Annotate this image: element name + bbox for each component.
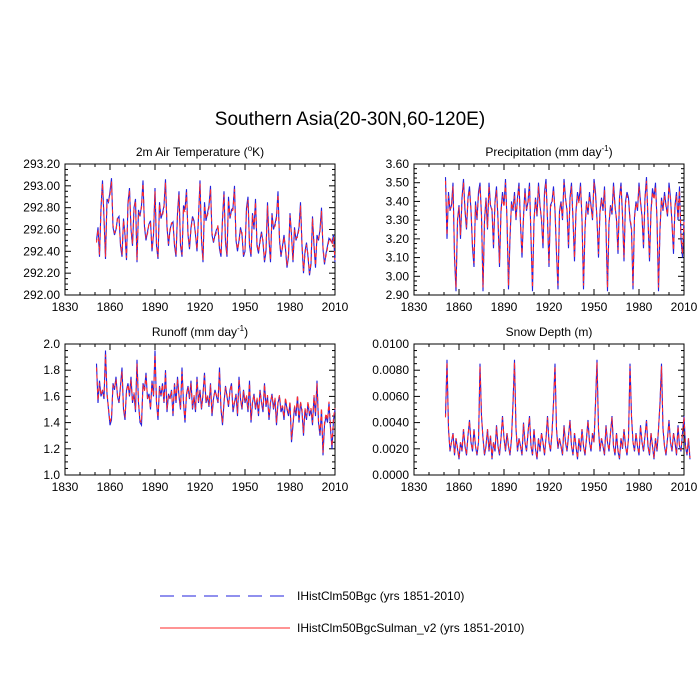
x-tick-label: 1890 — [142, 480, 169, 494]
x-tick-label: 1950 — [581, 300, 608, 314]
series-line-ihistclm50bgcsulman-v2 — [95, 354, 336, 453]
y-tick-label: 2.90 — [386, 288, 410, 302]
panel-title: Snow Depth (m) — [506, 325, 593, 339]
y-tick-label: 2.0 — [43, 337, 60, 351]
series-line-ihistclm50bgcsulman-v2 — [444, 362, 691, 459]
x-tick-label: 1890 — [142, 300, 169, 314]
x-tick-label: 1830 — [401, 300, 428, 314]
x-tick-label: 1890 — [491, 300, 518, 314]
x-tick-label: 2010 — [671, 480, 698, 494]
y-tick-label: 292.20 — [23, 266, 60, 280]
y-tick-label: 3.40 — [386, 194, 410, 208]
series-line-ihistclm50bgc — [95, 178, 336, 276]
y-tick-label: 3.60 — [386, 157, 410, 171]
y-tick-label: 292.60 — [23, 223, 60, 237]
y-tick-label: 293.00 — [23, 179, 60, 193]
x-tick-label: 2010 — [671, 300, 698, 314]
y-tick-label: 0.0020 — [372, 442, 409, 456]
y-tick-label: 3.00 — [386, 269, 410, 283]
x-tick-label: 1860 — [446, 300, 473, 314]
y-tick-label: 1.4 — [43, 416, 60, 430]
x-tick-label: 1920 — [536, 300, 563, 314]
y-tick-label: 3.50 — [386, 176, 410, 190]
figure-title: Southern Asia(20-30N,60-120E) — [214, 109, 486, 130]
y-tick-label: 0.0060 — [372, 389, 409, 403]
y-tick-label: 0.0080 — [372, 363, 409, 377]
panel-4: Snow Depth (m) 1830 1860 1890 1920 1950 1980 20… — [372, 325, 697, 494]
y-tick-label: 1.2 — [43, 442, 60, 456]
x-tick-label: 1860 — [446, 480, 473, 494]
x-tick-label: 1830 — [52, 480, 79, 494]
x-tick-label: 1980 — [626, 300, 653, 314]
panel-1: 2m Air Temperature (oK) 1830 1860 1890 1920 1… — [23, 144, 348, 314]
y-tick-label: 292.00 — [23, 288, 60, 302]
y-tick-label: 1.6 — [43, 389, 60, 403]
legend-label-red: IHistClm50BgcSulman_v2 (yrs 1851-2010) — [297, 621, 525, 635]
legend-label-blue: IHistClm50Bgc (yrs 1851-2010) — [297, 589, 465, 603]
series-line-ihistclm50bgcsulman-v2 — [95, 181, 336, 274]
y-tick-label: 0.0040 — [372, 416, 409, 430]
y-tick-label: 292.80 — [23, 201, 60, 215]
y-tick-label: 1.8 — [43, 363, 60, 377]
x-tick-label: 1830 — [401, 480, 428, 494]
x-tick-label: 1920 — [187, 480, 214, 494]
series-line-ihistclm50bgc — [95, 350, 336, 456]
x-tick-label: 1950 — [232, 300, 259, 314]
y-tick-label: 3.10 — [386, 251, 410, 265]
x-tick-label: 1950 — [581, 480, 608, 494]
y-tick-label: 0.0000 — [372, 468, 409, 482]
y-tick-label: 293.20 — [23, 157, 60, 171]
x-tick-label: 2010 — [322, 300, 349, 314]
x-tick-label: 1890 — [491, 480, 518, 494]
x-tick-label: 1920 — [536, 480, 563, 494]
y-tick-label: 292.40 — [23, 244, 60, 258]
panel-3: Runoff (mm day-1) 1830 1860 1890 1920 1950 198… — [43, 324, 348, 494]
y-tick-label: 3.30 — [386, 213, 410, 227]
x-tick-label: 1830 — [52, 300, 79, 314]
y-tick-label: 1.0 — [43, 468, 60, 482]
x-tick-label: 1860 — [97, 480, 124, 494]
panel-title: 2m Air Temperature (oK) — [136, 144, 264, 159]
x-tick-label: 1920 — [187, 300, 214, 314]
y-tick-label: 3.20 — [386, 232, 410, 246]
series-line-ihistclm50bgcsulman-v2 — [444, 180, 685, 288]
panel-title: Precipitation (mm day-1) — [485, 144, 612, 159]
x-tick-label: 1980 — [277, 300, 304, 314]
panel-title: Runoff (mm day-1) — [152, 324, 248, 339]
y-tick-label: 0.0100 — [372, 337, 409, 351]
x-tick-label: 1980 — [277, 480, 304, 494]
x-tick-label: 1980 — [626, 480, 653, 494]
panel-2: Precipitation (mm day-1) 1830 1860 1890 1920… — [386, 144, 698, 314]
x-tick-label: 2010 — [322, 480, 349, 494]
x-tick-label: 1950 — [232, 480, 259, 494]
x-tick-label: 1860 — [97, 300, 124, 314]
